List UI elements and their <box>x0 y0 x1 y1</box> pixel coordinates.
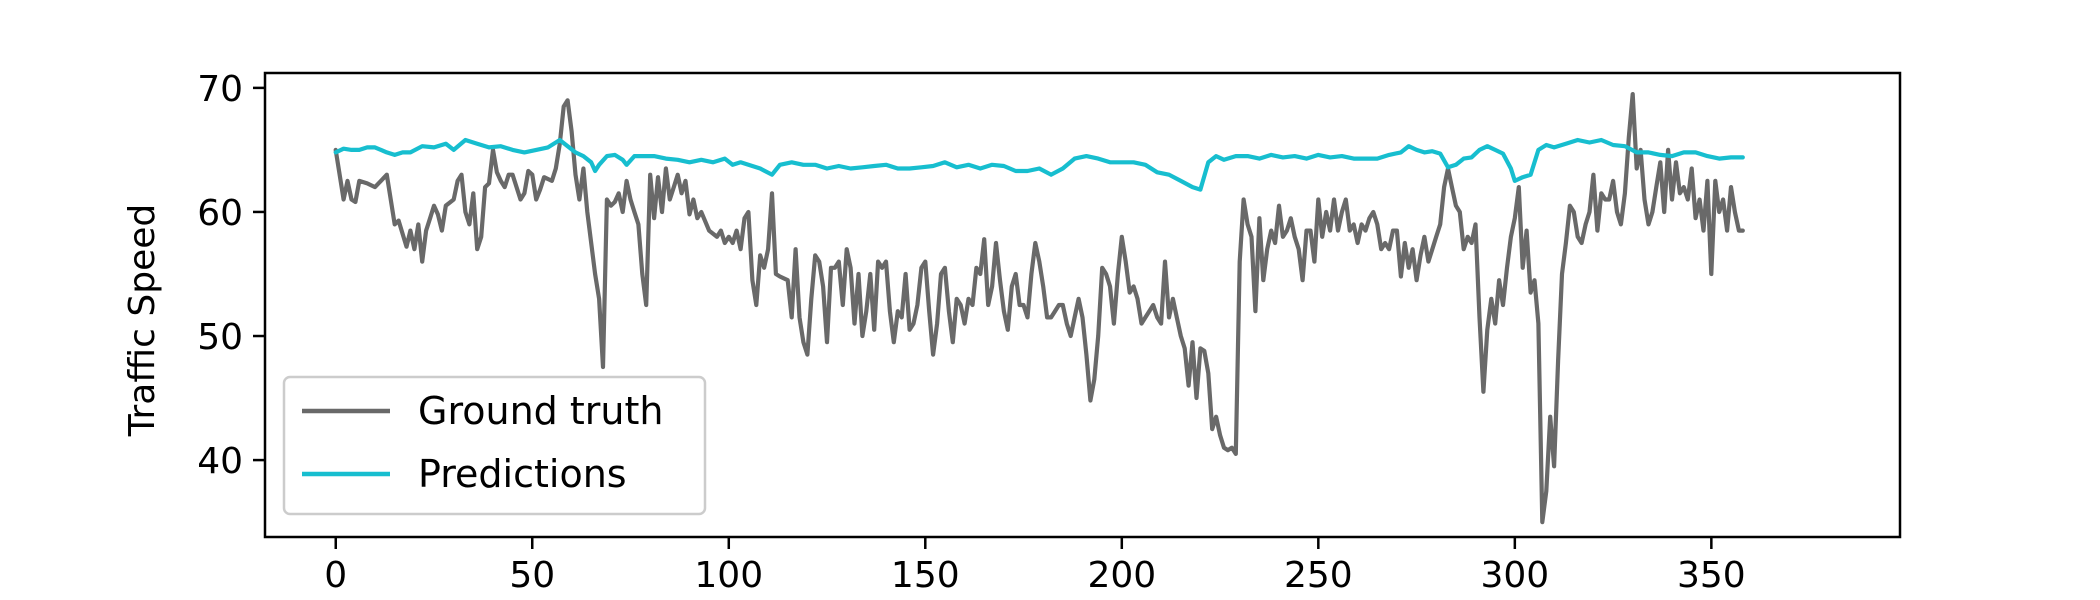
y-tick-label: 50 <box>197 317 243 358</box>
legend-label: Ground truth <box>418 389 663 433</box>
y-tick-label: 70 <box>197 69 243 110</box>
x-tick-label: 250 <box>1284 555 1353 596</box>
series-line-predictions <box>333 137 1745 192</box>
x-tick-label: 50 <box>509 555 555 596</box>
x-tick-label: 200 <box>1087 555 1156 596</box>
y-tick-label: 60 <box>197 193 243 234</box>
x-tick-label: 350 <box>1677 555 1746 596</box>
x-tick-label: 100 <box>694 555 763 596</box>
x-axis: 0 50 100 150 200 250 300 350 <box>324 537 1746 596</box>
series-layer <box>333 92 1745 525</box>
y-axis: 40 50 60 70 <box>197 69 265 482</box>
x-tick-label: 300 <box>1480 555 1549 596</box>
y-tick-label: 40 <box>197 441 243 482</box>
y-axis-label: Traffic Speed <box>122 204 163 437</box>
x-tick-label: 0 <box>324 555 347 596</box>
legend-label: Predictions <box>418 452 627 496</box>
x-tick-label: 150 <box>891 555 960 596</box>
legend: Ground truth Predictions <box>282 375 707 516</box>
series-line-ground-truth <box>333 92 1745 525</box>
